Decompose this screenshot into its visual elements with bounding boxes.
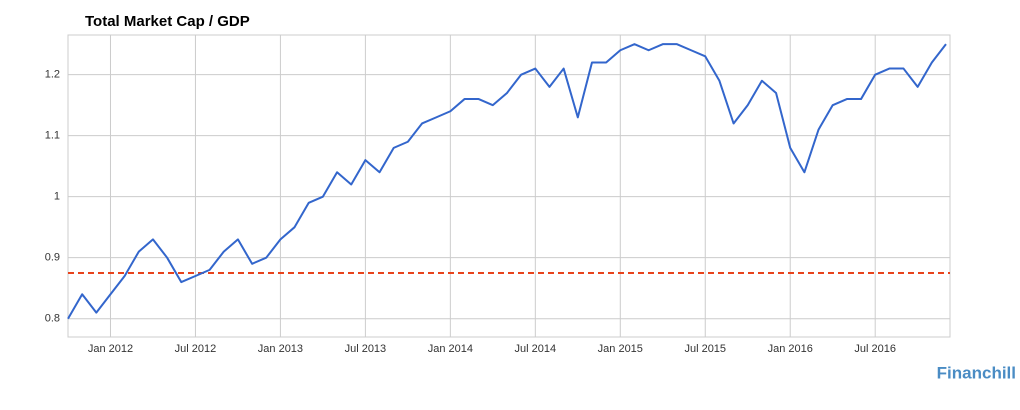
x-tick-label: Jan 2012: [88, 343, 133, 355]
x-tick-label: Jan 2015: [598, 343, 643, 355]
x-tick-label: Jul 2014: [515, 343, 557, 355]
y-tick-label: 1.2: [45, 69, 60, 81]
x-tick-label: Jan 2016: [768, 343, 813, 355]
x-tick-label: Jul 2012: [175, 343, 217, 355]
data-line: [67, 43, 947, 320]
x-tick-label: Jan 2013: [258, 343, 303, 355]
plot-area: [67, 34, 951, 338]
x-tick-label: Jul 2013: [345, 343, 387, 355]
x-tick-label: Jan 2014: [428, 343, 473, 355]
y-tick-label: 0.9: [45, 252, 60, 264]
y-tick-label: 1.1: [45, 130, 60, 142]
watermark: Financhill: [937, 363, 1016, 382]
x-tick-label: Jul 2016: [854, 343, 896, 355]
x-tick-label: Jul 2015: [684, 343, 726, 355]
y-tick-label: 0.8: [45, 313, 60, 325]
chart-title: Total Market Cap / GDP: [85, 13, 250, 30]
y-tick-label: 1: [54, 191, 60, 203]
